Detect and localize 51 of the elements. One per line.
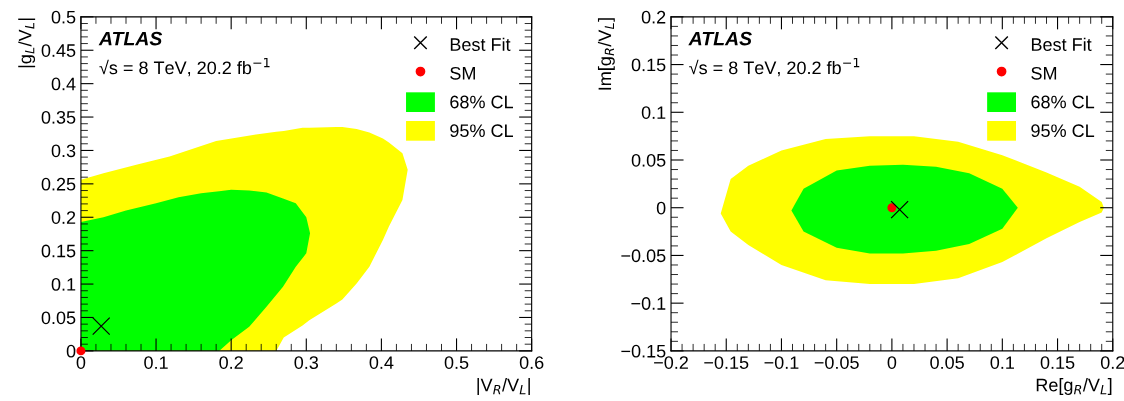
x-tick-label: 0.1 [144,356,168,369]
legend-label: SM [450,66,475,80]
legend-label: 95% CL [1031,124,1095,138]
y-tick-label: 0.3 [51,144,76,158]
legend-label: 68% CL [1031,95,1095,109]
y-tick-label: 0.15 [631,58,666,72]
y-axis-title: |g$_{L}$/V$_{L}$| [18,18,36,68]
y-tick-label: 0.05 [41,311,76,325]
legend-label: Best Fit [450,37,511,51]
x-tick-label: −0.05 [814,356,859,369]
annotation: √s = 8 TeV, 20.2 fb$^{−1}$ [99,57,270,77]
y-tick-label: 0.25 [41,177,76,191]
x-tick-label: 0.05 [930,356,964,369]
y-tick-label: 0.2 [51,211,76,224]
x-tick-label: −0.1 [764,356,799,369]
legend-label: SM [1031,66,1057,80]
legend-label: Best Fit [1031,37,1092,51]
y-tick-label: 0.2 [641,10,666,24]
legend-label: 95% CL [450,124,513,138]
x-tick-label: 0.2 [1100,356,1124,369]
y-tick-label: 0.4 [51,77,76,91]
annotation: ATLAS [688,31,752,46]
y-tick-label: 0.05 [631,153,666,167]
annotation: √s = 8 TeV, 20.2 fb$^{−1}$ [689,57,860,77]
x-tick-label: 0.3 [294,356,319,369]
x-tick-label: 0.6 [519,356,544,369]
y-tick-label: 0 [66,344,76,358]
x-tick-label: 0.4 [369,356,394,369]
x-tick-label: −0.2 [654,356,688,369]
x-tick-label: 0.2 [219,356,243,369]
y-tick-label: −0.1 [631,297,666,310]
x-tick-label: 0 [76,356,86,369]
y-tick-label: −0.15 [621,344,666,358]
x-tick-label: 0 [887,356,897,369]
x-tick-label: 0.1 [990,356,1014,369]
x-tick-label: 0.15 [1040,356,1075,369]
y-tick-label: −0.05 [621,249,666,263]
x-tick-label: −0.15 [704,356,749,369]
legend-label: 68% CL [450,95,513,109]
y-tick-label: 0.45 [41,44,76,57]
y-tick-label: 0.15 [41,244,76,258]
x-axis-title: Re[g$_{R}$/V$_{L}$] [1036,378,1112,395]
y-tick-label: 0.1 [641,106,666,119]
x-axis-title: |V$_{R}$/V$_{L}$| [477,378,530,396]
y-tick-label: 0.35 [41,110,76,124]
y-tick-label: 0.5 [51,10,76,24]
y-tick-label: 0.1 [51,278,76,291]
y-axis-title: Im[g$_{R}$/V$_{L}$] [597,18,615,90]
x-tick-label: 0.5 [444,356,469,369]
annotation: ATLAS [98,31,163,46]
y-tick-label: 0 [656,201,666,215]
